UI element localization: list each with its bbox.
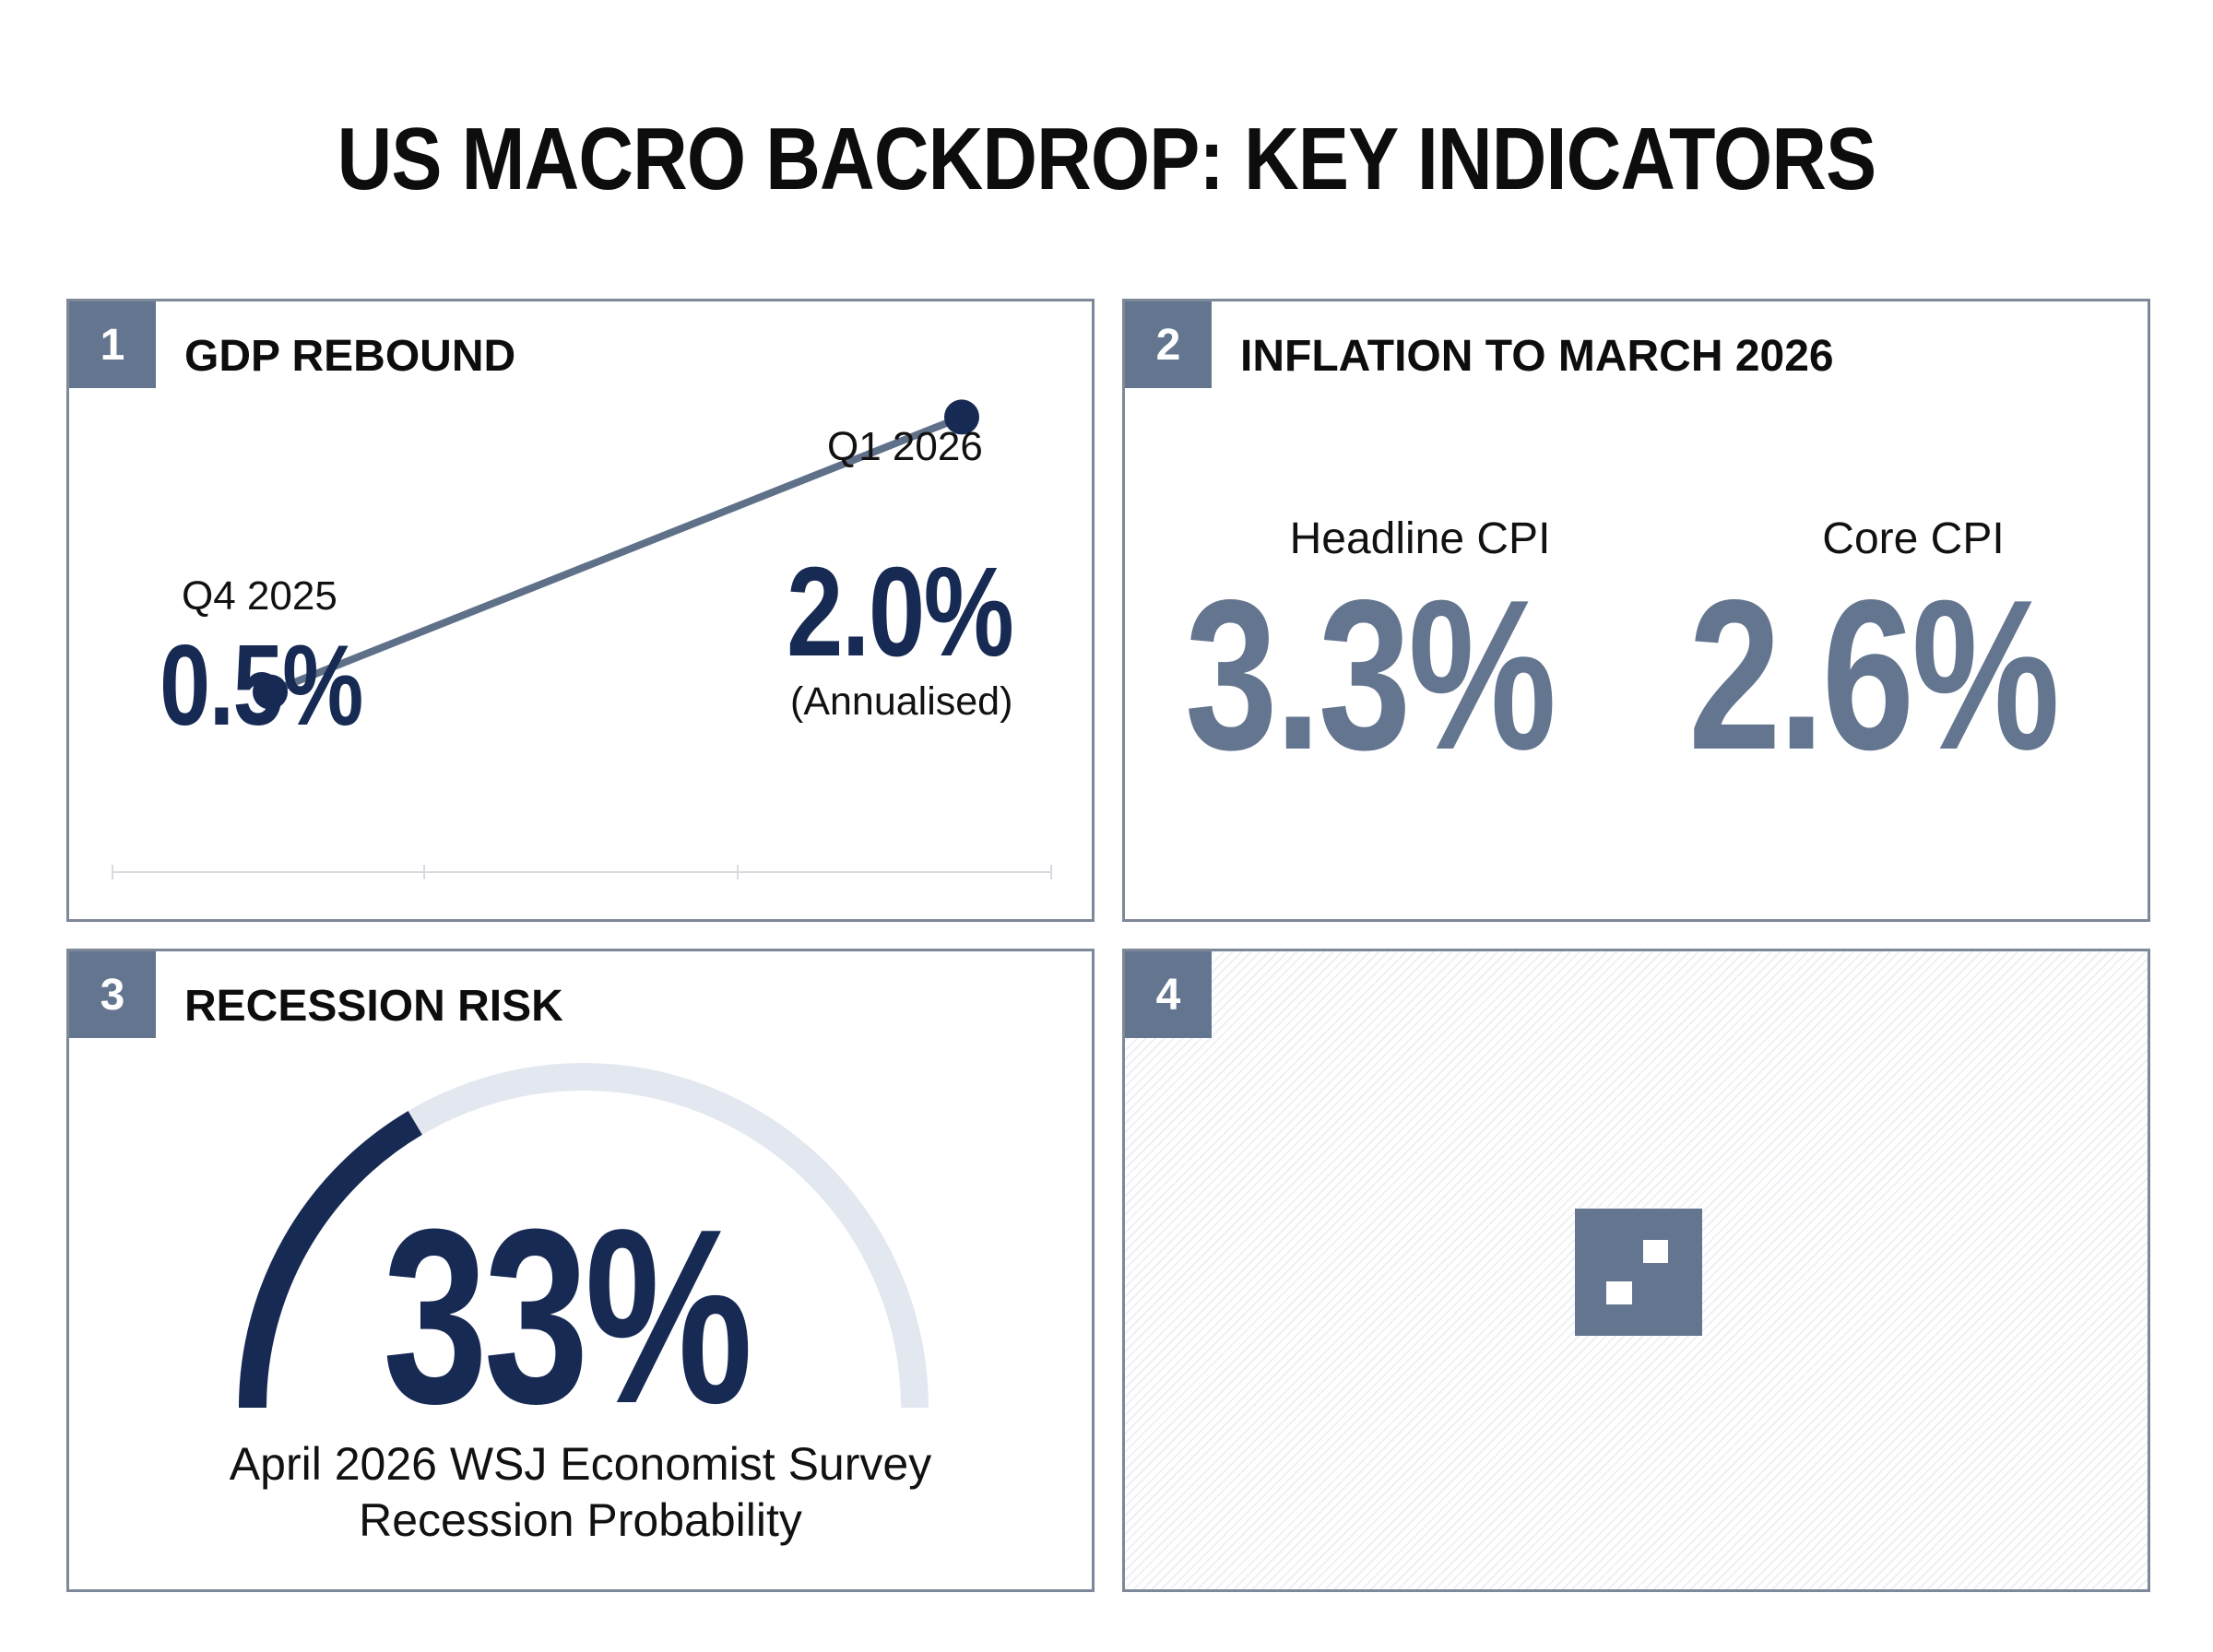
headline-cpi-label: Headline CPI bbox=[1289, 514, 1551, 563]
panel-number-badge: 4 bbox=[1125, 951, 1212, 1038]
panel-title: GDP REBOUND bbox=[184, 332, 516, 381]
gauge-caption-line2: Recession Probability bbox=[359, 1494, 802, 1546]
panel-placeholder: 4 bbox=[1122, 949, 2150, 1592]
category-label-q1-2026: Q1 2026 bbox=[827, 424, 983, 469]
value-label-q1-2026: 2.0% bbox=[787, 541, 1014, 683]
panel-title: RECESSION RISK bbox=[184, 982, 563, 1031]
panel-number-badge: 2 bbox=[1125, 301, 1212, 388]
page-title: US MACRO BACKDROP: KEY INDICATORS bbox=[337, 110, 1877, 208]
gdp-point-q1-2026 bbox=[944, 399, 979, 435]
panel-number-badge: 3 bbox=[69, 951, 156, 1038]
core-cpi-value: 2.6% bbox=[1688, 556, 2060, 795]
core-cpi-label: Core CPI bbox=[1822, 514, 2005, 563]
category-label-q4-2025: Q4 2025 bbox=[182, 573, 337, 619]
value-label-q4-2025: 0.5% bbox=[160, 622, 363, 749]
qr-code-icon bbox=[1575, 1209, 1702, 1336]
panel-title: INFLATION TO MARCH 2026 bbox=[1240, 332, 1834, 381]
gdp-series-line bbox=[266, 413, 965, 696]
annualised-note: (Annualised) bbox=[790, 679, 1013, 724]
panel-inflation: 2 INFLATION TO MARCH 2026 Headline CPI 3… bbox=[1122, 299, 2150, 922]
panel-number-badge: 1 bbox=[69, 301, 156, 388]
panel-gdp-rebound: 1 GDP REBOUND Q4 2025 0.5% Q1 2026 2.0% … bbox=[66, 299, 1095, 922]
gauge-caption-line1: April 2026 WSJ Economist Survey bbox=[229, 1438, 932, 1490]
panel-recession-risk: 3 RECESSION RISK 33% April 2026 WSJ Econ… bbox=[66, 949, 1095, 1592]
recession-gauge bbox=[239, 1063, 929, 1409]
gdp-line-chart bbox=[112, 399, 1052, 879]
recession-probability-value: 33% bbox=[383, 1178, 753, 1456]
headline-cpi-value: 3.3% bbox=[1185, 556, 1556, 795]
gauge-fill bbox=[239, 1111, 422, 1409]
gdp-point-q4-2025 bbox=[253, 674, 288, 710]
